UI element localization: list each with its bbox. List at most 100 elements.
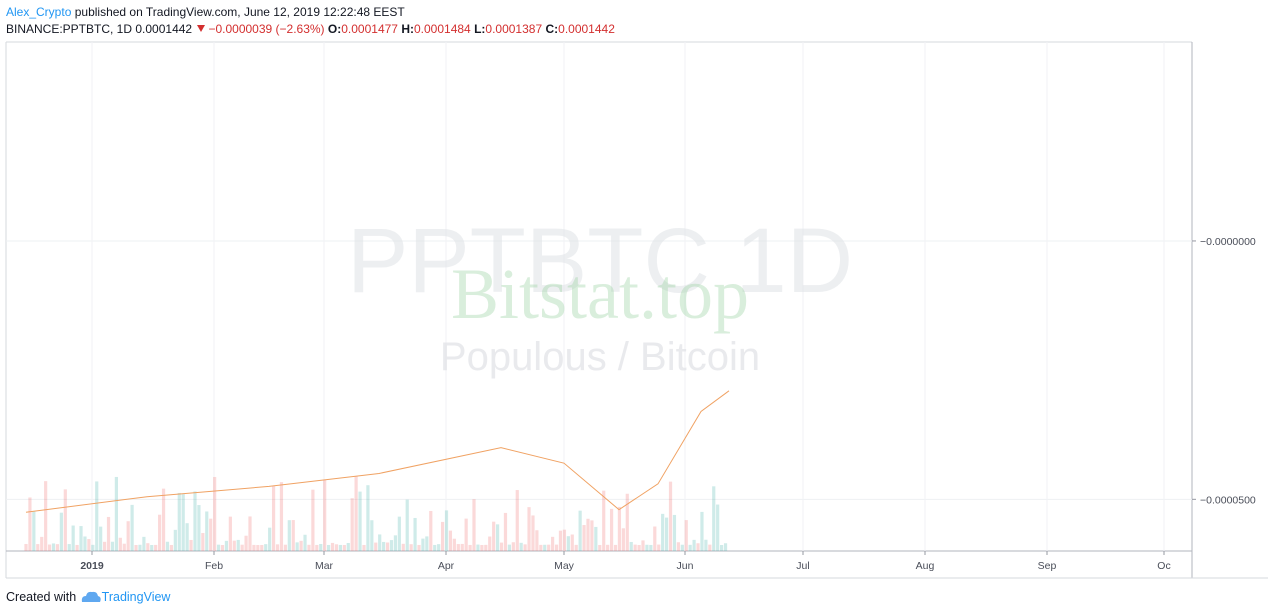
- volume-bar: [684, 520, 688, 551]
- volume-bar: [330, 542, 335, 551]
- volume-bar: [134, 544, 138, 551]
- volume-bar: [323, 479, 327, 551]
- volume-bar: [641, 540, 645, 551]
- x-tick-label: Mar: [315, 560, 334, 572]
- low-value: 0.0001387: [485, 22, 543, 36]
- x-tick-label: Aug: [916, 560, 935, 572]
- volume-bar: [625, 493, 629, 551]
- volume-bar: [507, 544, 511, 551]
- volume-bar: [374, 542, 378, 551]
- volume-bar: [664, 517, 669, 551]
- volume-bar: [566, 536, 570, 551]
- volume-bar: [209, 518, 213, 551]
- volume-bar: [476, 544, 480, 551]
- volume-bar: [464, 518, 468, 551]
- volume-bar: [130, 504, 134, 551]
- y-tick-label: −0.0000000: [1200, 236, 1256, 248]
- volume-bar: [350, 498, 354, 551]
- volume-bar: [554, 544, 559, 551]
- volume-ma-line: [25, 390, 730, 513]
- volume-bar: [515, 490, 519, 551]
- volume-bar: [91, 544, 95, 551]
- volume-bar: [448, 530, 453, 551]
- volume-bar: [578, 510, 582, 551]
- volume-bar: [444, 510, 449, 551]
- symbol-name[interactable]: BINANCE:PPTBTC, 1D: [6, 22, 133, 36]
- volume-bar: [83, 536, 87, 551]
- volume-bar: [562, 529, 567, 551]
- volume-bar: [456, 544, 460, 551]
- volume-bar: [338, 544, 342, 551]
- volume-bar: [680, 544, 684, 551]
- volume-bar: [519, 542, 523, 551]
- volume-bar: [645, 544, 649, 551]
- volume-bar: [287, 520, 291, 551]
- volume-bar: [36, 544, 40, 551]
- volume-bar: [385, 542, 390, 551]
- author-link[interactable]: Alex_Crypto: [6, 5, 72, 19]
- volume-bar: [358, 491, 362, 551]
- volume-bars: [24, 476, 728, 551]
- volume-bar: [295, 542, 299, 551]
- volume-bar: [539, 544, 543, 551]
- volume-bar: [24, 543, 28, 551]
- volume-bar: [633, 544, 637, 551]
- volume-bar: [291, 520, 295, 551]
- volume-bar: [79, 526, 83, 551]
- volume-bar: [617, 506, 622, 551]
- volume-bar: [547, 544, 551, 551]
- volume-bar: [106, 516, 111, 551]
- volume-bar: [401, 543, 405, 551]
- volume-bar: [228, 516, 232, 551]
- volume-bar: [492, 521, 496, 551]
- volume-bar: [177, 492, 181, 551]
- volume-bar: [63, 489, 67, 551]
- down-arrow-icon: [197, 25, 206, 32]
- volume-bar: [606, 544, 610, 551]
- volume-bar: [484, 544, 488, 551]
- x-tick-label: Apr: [438, 560, 455, 572]
- volume-bar: [488, 536, 492, 551]
- volume-bar: [602, 490, 606, 551]
- volume-bar: [370, 520, 374, 551]
- volume-bar: [40, 536, 44, 551]
- volume-bar: [523, 544, 527, 551]
- volume-bar: [193, 491, 197, 551]
- volume-bar: [44, 481, 48, 551]
- price-chart[interactable]: 0.00035000.00030000.00025000.00020000.00…: [0, 0, 1274, 585]
- volume-bar: [67, 544, 71, 551]
- volume-bar: [216, 544, 221, 551]
- volume-bar: [716, 504, 720, 551]
- volume-bar: [271, 485, 276, 551]
- volume-bar: [582, 525, 586, 551]
- volume-bar: [613, 544, 618, 551]
- volume-bar: [433, 544, 437, 551]
- footer: Created with TradingView: [6, 590, 170, 604]
- volume-bar: [409, 544, 413, 551]
- volume-bar: [382, 541, 386, 551]
- volume-bar: [574, 544, 578, 551]
- volume-bar: [389, 540, 394, 551]
- tradingview-link[interactable]: TradingView: [101, 590, 171, 604]
- volume-bar: [417, 544, 421, 551]
- volume-bar: [598, 544, 602, 551]
- volume-bar: [527, 507, 531, 551]
- volume-bar: [676, 542, 680, 551]
- volume-bar: [138, 544, 142, 551]
- volume-bar: [154, 544, 158, 551]
- close-label: C:: [545, 22, 559, 36]
- volume-bar: [499, 542, 504, 551]
- volume-bar: [346, 543, 350, 551]
- volume-bar: [256, 544, 260, 551]
- volume-bar: [299, 540, 303, 551]
- volume-bar: [244, 535, 248, 551]
- volume-bar: [437, 544, 441, 551]
- volume-bar: [283, 544, 287, 551]
- volume-bar: [189, 539, 193, 551]
- volume-bar: [354, 476, 358, 551]
- volume-bar: [720, 544, 724, 551]
- volume-bar: [570, 534, 574, 551]
- volume-bar: [279, 482, 284, 551]
- volume-bar: [668, 481, 673, 551]
- volume-bar: [87, 539, 91, 551]
